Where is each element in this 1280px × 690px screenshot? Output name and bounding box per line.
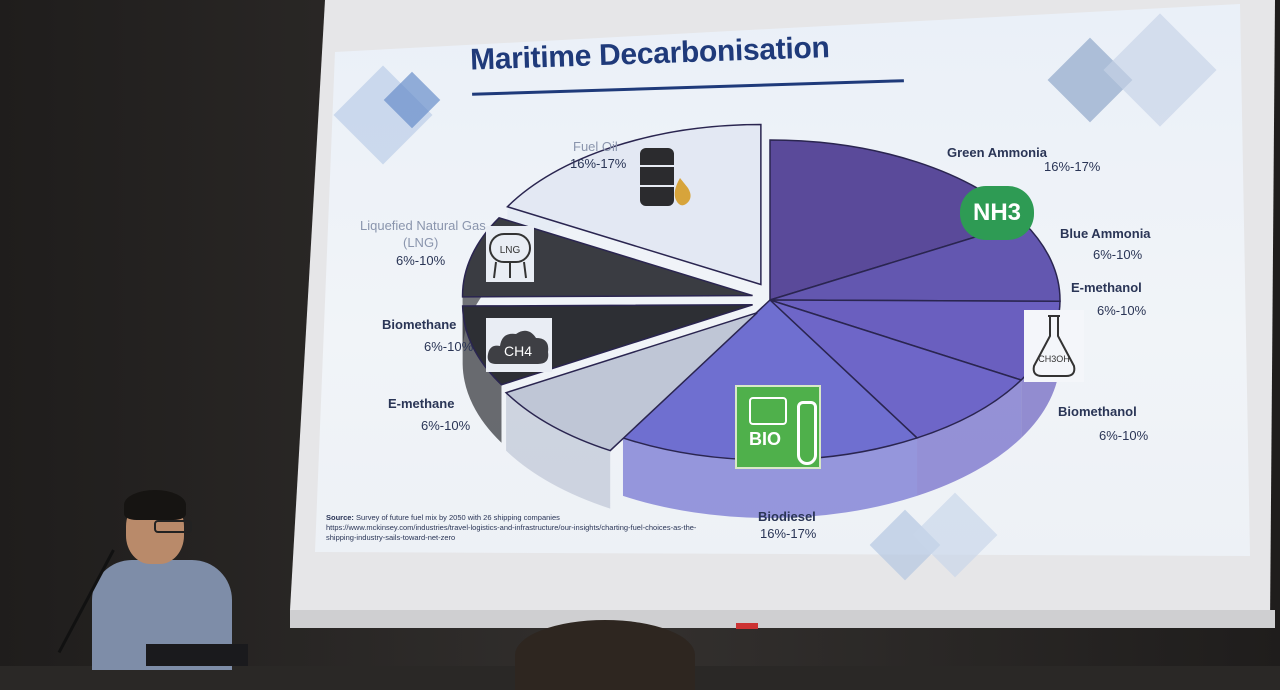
slice-label-biomethanol: Biomethanol [1058, 404, 1137, 419]
slice-label-fuel-oil: Fuel Oil [573, 139, 618, 154]
pie-slice-side [622, 437, 918, 518]
source-url-line1: https://www.mckinsey.com/industries/trav… [326, 523, 697, 532]
speaker-hair [124, 490, 186, 520]
bio-fuel-pump-icon: BIO [735, 385, 821, 469]
slice-label-e-methanol: E-methanol [1071, 280, 1142, 295]
audience-head [515, 620, 695, 690]
source-url-line2: shipping-industry-sails-toward-net-zero [326, 533, 456, 542]
slice-range-biomethanol: 6%-10% [1099, 428, 1149, 443]
oil-barrel-icon [640, 148, 691, 206]
slice-label-biomethane: Biomethane [382, 317, 457, 332]
slice-label-blue-ammonia: Blue Ammonia [1060, 226, 1151, 241]
slice-label-biodiesel: Biodiesel [758, 509, 816, 524]
slice-label-e-methane: E-methane [388, 396, 455, 411]
source-text: Survey of future fuel mix by 2050 with 2… [356, 513, 560, 522]
pie-slice [769, 299, 1023, 439]
pie-slice-side [917, 380, 1022, 496]
slice-label-lng-line2: (LNG) [403, 235, 439, 250]
laptop [146, 644, 248, 666]
slide-source: Source: Survey of future fuel mix by 205… [326, 513, 746, 543]
slice-range-biodiesel: 16%-17% [760, 526, 817, 541]
speaker-person [57, 490, 242, 670]
slice-label-lng-line1: Liquefied Natural Gas [360, 218, 486, 233]
lng-tank-icon: LNG [486, 226, 534, 282]
slice-range-fuel-oil: 16%-17% [570, 156, 627, 171]
screen-bottom-bar [290, 610, 1275, 628]
screen-brand-mark [736, 623, 758, 629]
slice-range-green-ammonia: 16%-17% [1044, 159, 1101, 174]
slice-range-blue-ammonia: 6%-10% [1093, 247, 1143, 262]
pie-slice [506, 123, 762, 286]
pie-slice [504, 311, 758, 452]
leaf-icon [749, 397, 787, 425]
source-label: Source: [326, 513, 354, 522]
methane-cloud-icon: CH4 [486, 318, 552, 372]
slice-range-e-methanol: 6%-10% [1097, 303, 1147, 318]
lng-icon-text: LNG [500, 245, 521, 256]
bio-icon-text: BIO [749, 429, 782, 449]
ch3oh-icon-text: CH3OH [1038, 354, 1070, 364]
speaker-glasses [154, 520, 192, 533]
slice-range-biomethane: 6%-10% [424, 339, 474, 354]
nh3-icon-text: NH3 [972, 199, 1021, 226]
slice-range-lng: 6%-10% [396, 253, 446, 268]
fuel-pump-icon [797, 401, 817, 465]
slice-range-e-methane: 6%-10% [421, 418, 471, 433]
methanol-flask-icon: CH3OH [1024, 310, 1084, 382]
ch4-icon-text: CH4 [504, 343, 532, 359]
pie-slice-side [462, 306, 502, 443]
pie-slice [461, 216, 753, 298]
pie-slice-side [506, 392, 611, 509]
slice-label-green-ammonia: Green Ammonia [947, 145, 1047, 160]
ammonia-cloud-icon: NH3 [960, 186, 1034, 240]
